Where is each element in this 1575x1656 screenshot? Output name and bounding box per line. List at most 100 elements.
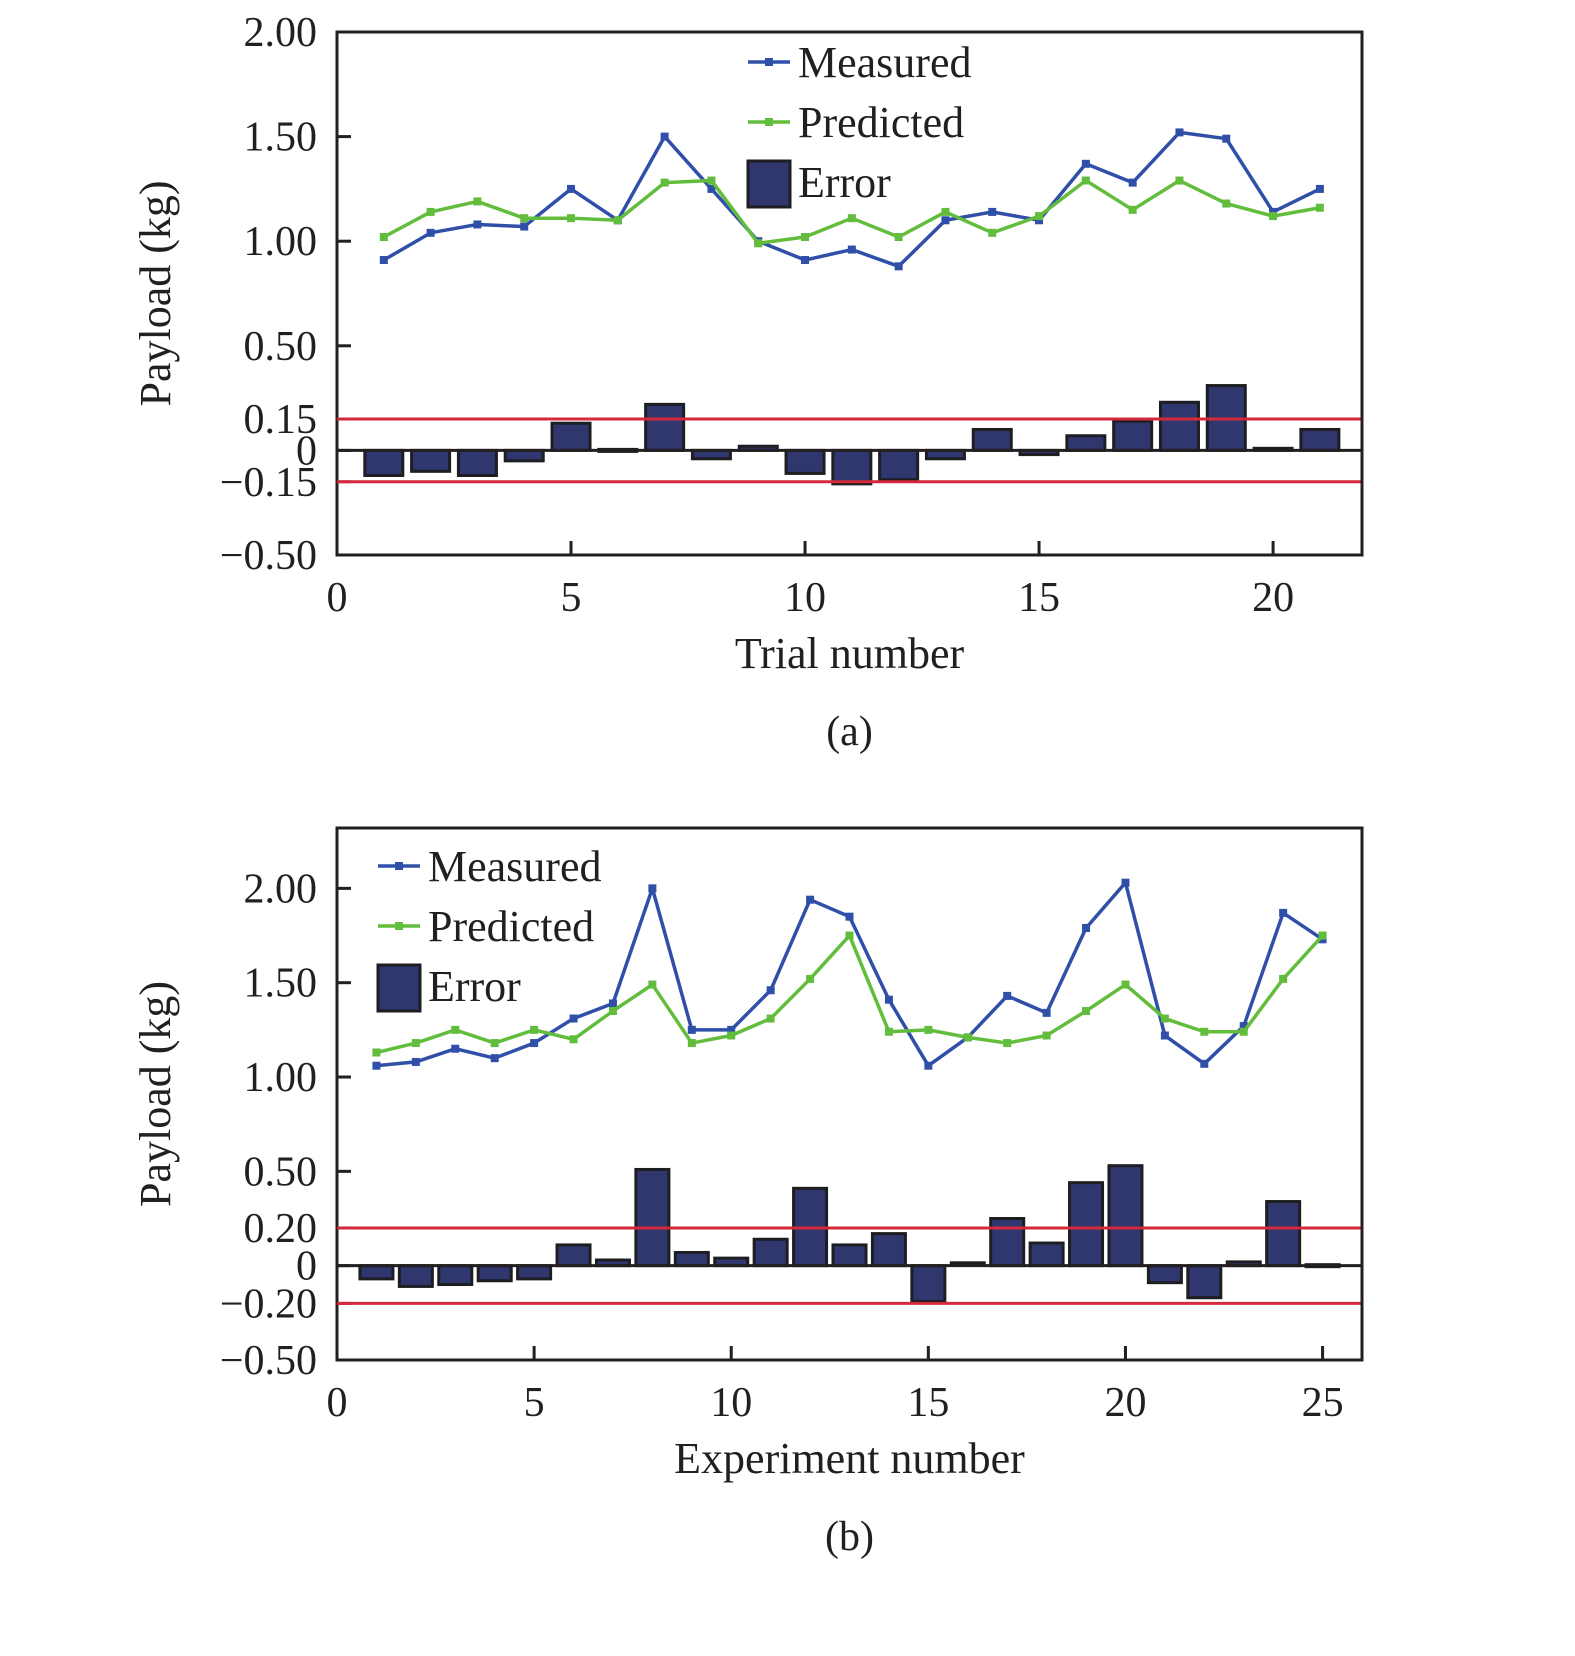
legend-item-measured: Measured <box>748 38 972 87</box>
data-point <box>687 1025 696 1034</box>
y-axis-ticks: 2.00 1.50 1.00 0.50 0.200−0.20 −0.50 <box>220 866 351 1384</box>
error-bar <box>634 1167 671 1268</box>
data-point <box>707 176 716 185</box>
legend-marker-measured <box>395 862 403 870</box>
data-point <box>1081 159 1090 168</box>
data-point <box>988 207 997 216</box>
data-point <box>490 1054 499 1063</box>
legend-marker-predicted <box>765 118 773 126</box>
data-point <box>490 1039 499 1048</box>
data-point <box>379 256 388 265</box>
error-bar <box>476 1264 513 1283</box>
data-point <box>473 220 482 229</box>
y-tick-label: 0.20 <box>244 1206 318 1252</box>
data-point <box>1128 205 1137 214</box>
legend-swatch-error <box>746 159 792 209</box>
y-tick-label: −0.50 <box>220 533 317 579</box>
legend-label-error: Error <box>798 158 891 207</box>
data-point <box>451 1044 460 1053</box>
data-point <box>806 895 815 904</box>
y-tick-label: 0 <box>296 428 317 474</box>
data-point <box>754 239 763 248</box>
data-point <box>845 912 854 921</box>
x-axis-title: Experiment number <box>674 1434 1025 1483</box>
data-point <box>988 228 997 237</box>
y-tick-label: 0.50 <box>244 324 318 370</box>
threshold-lines <box>337 1226 1362 1305</box>
error-bar <box>410 448 452 473</box>
x-tick-label: 0 <box>327 575 348 621</box>
legend: Measured Predicted Error <box>746 38 972 209</box>
data-point <box>1269 212 1278 221</box>
data-point <box>530 1039 539 1048</box>
x-tick-label: 10 <box>710 1380 752 1426</box>
chart-panel-a: 2.001.501.000.500.150−0.15−0.50 0 5 10 15 20… <box>131 10 1364 755</box>
x-tick-label: 15 <box>1018 575 1060 621</box>
error-bar <box>1112 419 1154 452</box>
x-tick-label: 15 <box>907 1380 949 1426</box>
y-tick-label: 0.15 <box>244 397 318 443</box>
error-bar <box>503 448 545 463</box>
x-tick-label: 0 <box>327 1380 348 1426</box>
data-point <box>884 995 893 1004</box>
data-point <box>806 974 815 983</box>
error-bars <box>363 384 1341 486</box>
plot-frame <box>335 826 1364 1362</box>
data-point <box>884 1027 893 1036</box>
data-point <box>1269 207 1278 216</box>
data-point <box>1175 128 1184 137</box>
data-point <box>520 222 529 231</box>
y-axis-title: Payload (kg) <box>131 981 180 1207</box>
data-point <box>727 1025 736 1034</box>
data-point <box>924 1061 933 1070</box>
legend-label-error: Error <box>428 962 521 1011</box>
data-point <box>569 1014 578 1023</box>
data-point <box>1081 176 1090 185</box>
error-bar <box>831 448 873 486</box>
legend-item-error: Error <box>376 962 521 1013</box>
data-point <box>847 245 856 254</box>
series-predicted <box>379 176 1324 248</box>
series-lines <box>372 878 1327 1070</box>
y-tick-label: 0 <box>296 1244 317 1290</box>
error-bar <box>831 1243 868 1268</box>
plot-frame <box>335 30 1364 557</box>
data-point <box>411 1057 420 1066</box>
legend-item-predicted: Predicted <box>748 98 964 147</box>
error-bar <box>1158 400 1200 452</box>
data-point <box>530 1025 539 1034</box>
y-axis-title: Payload (kg) <box>131 180 180 406</box>
data-point <box>1082 1006 1091 1015</box>
data-point <box>567 214 576 223</box>
error-bar <box>397 1264 434 1288</box>
legend-label-predicted: Predicted <box>798 98 964 147</box>
error-bar <box>516 1264 553 1281</box>
error-bars <box>358 1164 1341 1304</box>
legend: Measured Predicted Error <box>376 842 602 1013</box>
data-point <box>1279 974 1288 983</box>
x-axis-title: Trial number <box>735 629 965 678</box>
data-point <box>1035 216 1044 225</box>
data-point <box>567 184 576 193</box>
data-point <box>1315 203 1324 212</box>
error-bar <box>989 1217 1026 1268</box>
legend-label-measured: Measured <box>798 38 972 87</box>
data-point <box>941 207 950 216</box>
error-bar <box>1299 427 1341 452</box>
series-predicted <box>372 931 1327 1057</box>
error-bar <box>1065 434 1107 452</box>
data-point <box>608 999 617 1008</box>
data-point <box>1160 1014 1169 1023</box>
data-point <box>766 1014 775 1023</box>
error-bar <box>784 448 826 475</box>
error-bar <box>1068 1181 1105 1268</box>
error-bar <box>1186 1264 1223 1300</box>
data-point <box>727 1031 736 1040</box>
y-tick-label: −0.50 <box>220 1338 317 1384</box>
threshold-lines <box>337 417 1362 484</box>
legend-item-error: Error <box>746 158 891 209</box>
error-bar <box>1146 1264 1183 1285</box>
data-point <box>1239 1022 1248 1031</box>
data-point <box>1121 980 1130 989</box>
data-point <box>660 178 669 187</box>
